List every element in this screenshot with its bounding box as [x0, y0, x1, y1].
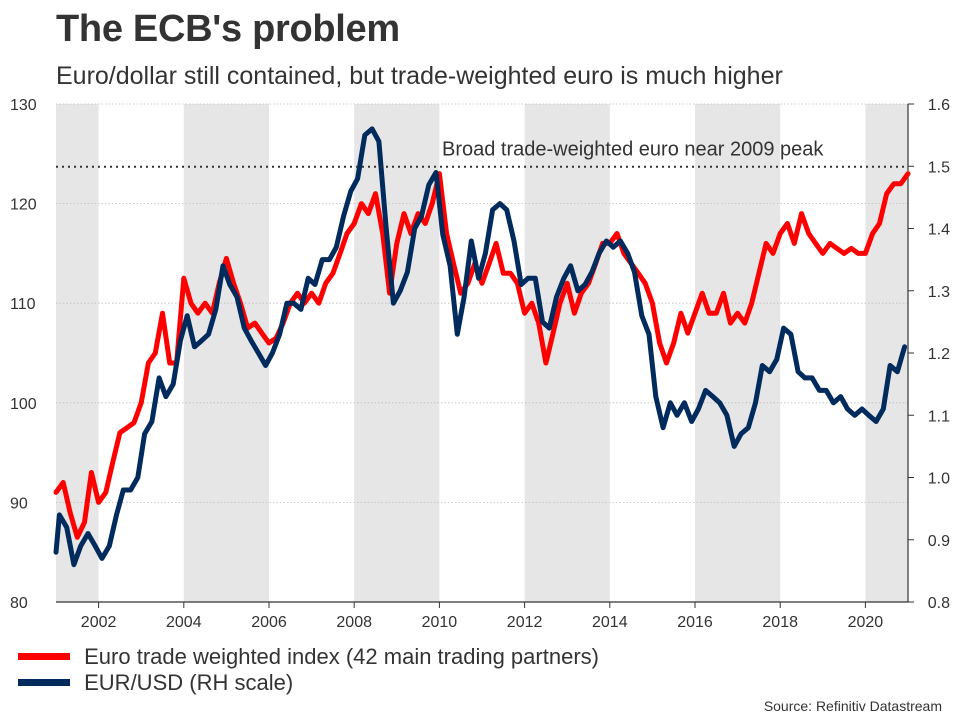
legend-label-trade-weighted: Euro trade weighted index (42 main tradi…: [84, 644, 599, 669]
y-right-tick-label-7: 1.5: [928, 159, 950, 176]
y-left-tick-label-1: 90: [10, 495, 28, 512]
chart-title: The ECB's problem: [56, 8, 400, 50]
y-left-tick-label-4: 120: [10, 197, 37, 214]
y-left-tick-label-0: 80: [10, 595, 28, 612]
x-tick-label-3: 2008: [336, 614, 372, 631]
legend-swatch-red: [18, 652, 70, 660]
shaded-band-4: [695, 104, 781, 602]
y-right-tick-label-4: 1.2: [928, 346, 950, 363]
source-note: Source: Refinitiv Datastream: [763, 698, 942, 714]
x-tick-label-6: 2014: [592, 614, 628, 631]
shaded-band-2: [354, 104, 440, 602]
x-tick-label-1: 2004: [166, 614, 202, 631]
y-left-tick-label-5: 130: [10, 97, 37, 114]
x-tick-label-2: 2006: [251, 614, 287, 631]
reference-line-label: Broad trade-weighted euro near 2009 peak: [442, 139, 824, 161]
x-tick-label-0: 2002: [81, 614, 117, 631]
y-right-tick-label-3: 1.1: [928, 408, 950, 425]
shaded-band-1: [183, 104, 269, 602]
y-right-tick-label-8: 1.6: [928, 97, 950, 114]
series-line-trade-weighted: [53, 171, 911, 540]
legend-item-eurusd: EUR/USD (RH scale): [18, 670, 293, 696]
shaded-band-3: [524, 104, 610, 602]
series-line-eurusd: [53, 126, 908, 568]
x-tick-label-4: 2010: [422, 614, 458, 631]
legend-label-eurusd: EUR/USD (RH scale): [84, 670, 294, 695]
x-tick-label-8: 2018: [762, 614, 798, 631]
y-left-tick-label-3: 110: [10, 296, 36, 313]
y-left-tick-label-2: 100: [10, 396, 37, 413]
legend-item-trade-weighted: Euro trade weighted index (42 main tradi…: [18, 644, 599, 670]
shaded-band-0: [56, 104, 99, 602]
y-right-tick-label-6: 1.4: [928, 222, 950, 239]
y-right-tick-label-1: 0.9: [928, 533, 950, 550]
chart-subtitle: Euro/dollar still contained, but trade-w…: [56, 62, 783, 90]
legend-swatch-navy: [18, 678, 70, 686]
x-tick-label-5: 2012: [507, 614, 543, 631]
x-tick-label-7: 2016: [677, 614, 713, 631]
x-tick-label-9: 2020: [848, 614, 884, 631]
y-right-tick-label-5: 1.3: [928, 284, 950, 301]
y-right-tick-label-2: 1.0: [928, 471, 950, 488]
y-right-tick-label-0: 0.8: [928, 595, 950, 612]
